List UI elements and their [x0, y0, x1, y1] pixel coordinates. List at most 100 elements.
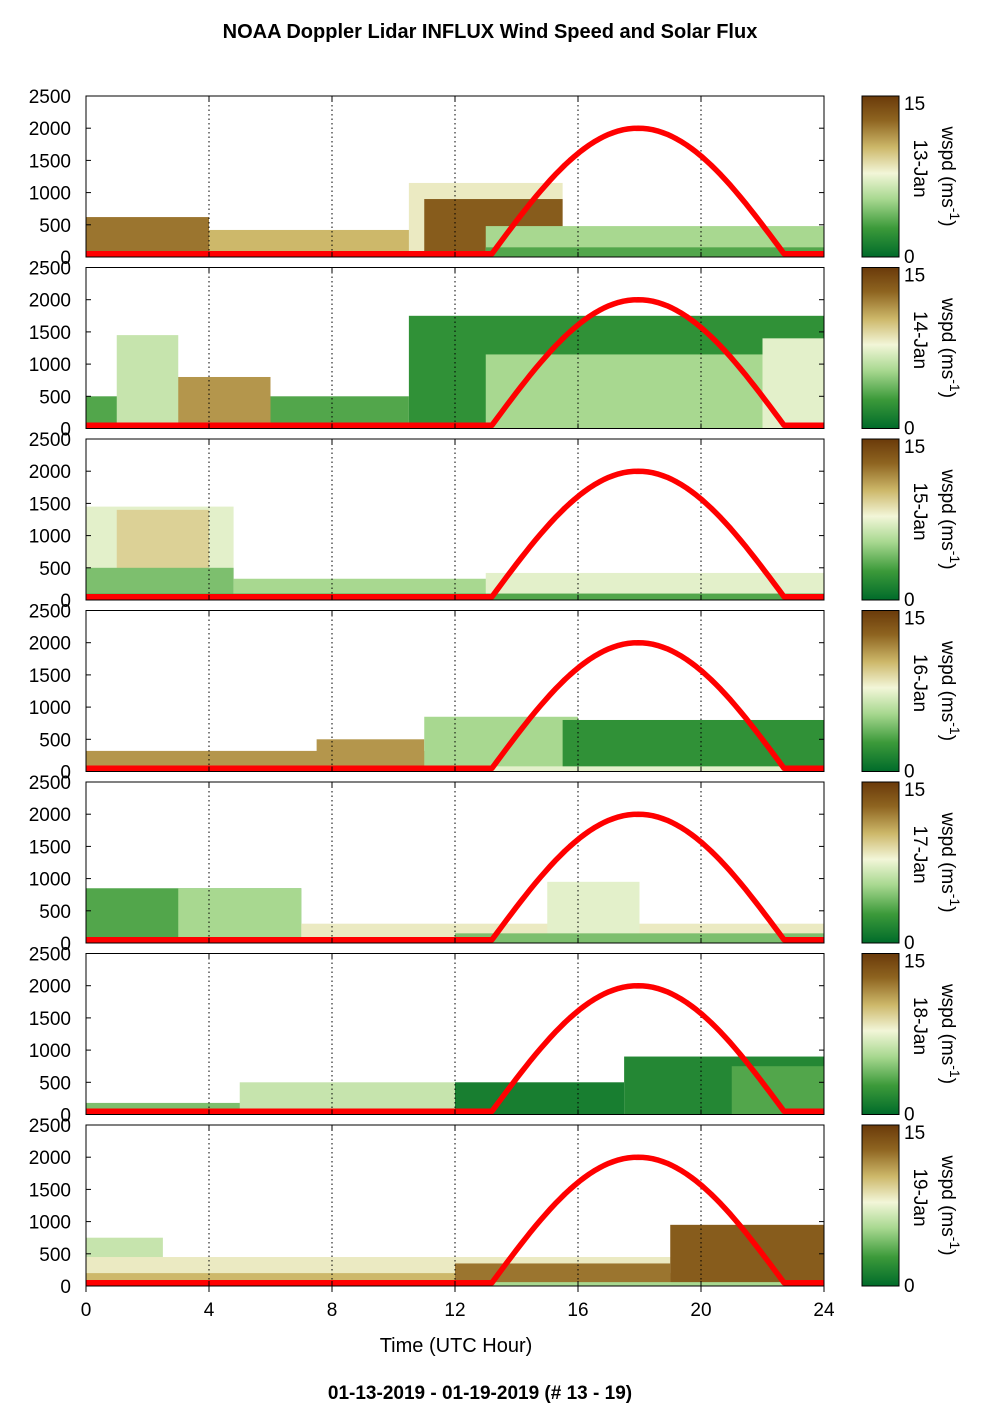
- y-tick-label: 1000: [29, 870, 71, 891]
- colorbar: [861, 267, 900, 429]
- panel-date-label: 18-Jan: [909, 997, 930, 1055]
- x-tick-label: 20: [690, 1300, 711, 1321]
- y-tick-label: 2000: [29, 119, 71, 140]
- colorbar: [861, 438, 900, 601]
- colorbar-unit-label: wspd (ms-1): [937, 640, 963, 741]
- y-tick-label: 1500: [29, 151, 71, 172]
- wind-layer: [455, 933, 824, 943]
- y-tick-label: 1500: [29, 1180, 71, 1201]
- colorbar: [861, 1124, 900, 1287]
- colorbar-min-label: 0: [904, 933, 915, 954]
- y-tick-label: 0: [60, 763, 71, 784]
- wind-layer: [485, 354, 763, 429]
- y-tick-label: 2000: [29, 977, 71, 998]
- solar-flux-curve: [86, 982, 825, 1115]
- y-tick-label: 2500: [29, 259, 71, 280]
- y-tick-label: 0: [60, 591, 71, 612]
- panel-date-label: 14-Jan: [909, 311, 930, 369]
- colorbar-max-label: 15: [904, 266, 925, 287]
- y-tick-label: 0: [60, 248, 71, 269]
- date-range-footer: 01-13-2019 - 01-19-2019 (# 13 - 19): [328, 1383, 632, 1404]
- y-tick-label: 1000: [29, 355, 71, 376]
- colorbar-min-label: 0: [904, 762, 915, 783]
- colorbar-min-label: 0: [904, 247, 915, 268]
- panel-date-label: 19-Jan: [909, 1168, 930, 1226]
- panel-date-label: 13-Jan: [909, 139, 930, 197]
- y-tick-label: 500: [39, 559, 71, 580]
- y-tick-label: 2500: [29, 602, 71, 623]
- y-tick-label: 2500: [29, 430, 71, 451]
- colorbar-unit-label: wspd (ms-1): [937, 468, 963, 569]
- colorbar-unit-label: wspd (ms-1): [937, 297, 963, 398]
- x-tick-label: 8: [327, 1300, 338, 1321]
- colorbar-max-label: 15: [904, 94, 925, 115]
- panel-18-Jan: 0 500 1000 1500 2000 2500 15 0 wspd (ms-1) 18-Jan: [29, 945, 963, 1127]
- colorbar-max-label: 15: [904, 1123, 925, 1144]
- x-axis: 0 4 8 12 16 20 24: [81, 1286, 835, 1321]
- y-tick-label: 1500: [29, 323, 71, 344]
- solar-flux-curve: [86, 811, 825, 943]
- y-tick-label: 2000: [29, 291, 71, 312]
- y-tick-label: 1000: [29, 527, 71, 548]
- wind-layer: [562, 719, 824, 772]
- y-tick-label: 500: [39, 902, 71, 923]
- solar-flux-curve: [86, 125, 825, 257]
- y-tick-label: 2000: [29, 805, 71, 826]
- colorbar-max-label: 15: [904, 780, 925, 801]
- y-tick-label: 1500: [29, 837, 71, 858]
- colorbar-min-label: 0: [904, 590, 915, 611]
- y-tick-label: 500: [39, 1073, 71, 1094]
- solar-flux-curve: [86, 296, 825, 429]
- colorbar-min-label: 0: [904, 1105, 915, 1126]
- colorbar-unit-label: wspd (ms-1): [937, 811, 963, 912]
- y-tick-label: 1000: [29, 698, 71, 719]
- y-tick-label: 500: [39, 216, 71, 237]
- wind-layer: [116, 335, 179, 429]
- y-tick-label: 2500: [29, 1116, 71, 1137]
- y-tick-label: 500: [39, 730, 71, 751]
- x-tick-label: 12: [444, 1300, 465, 1321]
- colorbar-unit-label: wspd (ms-1): [937, 1154, 963, 1255]
- wind-layer: [86, 217, 209, 257]
- panel-date-label: 17-Jan: [909, 825, 930, 883]
- colorbar: [861, 610, 900, 772]
- y-tick-label: 1000: [29, 184, 71, 205]
- colorbar-min-label: 0: [904, 1276, 915, 1297]
- solar-flux-curve: [86, 639, 825, 772]
- x-tick-label: 0: [81, 1300, 92, 1321]
- x-tick-label: 24: [813, 1300, 835, 1321]
- x-tick-label: 4: [204, 1300, 215, 1321]
- y-tick-label: 2000: [29, 462, 71, 483]
- colorbar: [861, 781, 900, 944]
- y-tick-label: 0: [60, 420, 71, 441]
- wind-layer: [762, 338, 824, 429]
- y-tick-label: 2500: [29, 87, 71, 108]
- colorbar: [861, 953, 900, 1115]
- wind-layer: [455, 1263, 671, 1286]
- wind-layer: [485, 247, 824, 257]
- y-tick-label: 2500: [29, 945, 71, 966]
- panel-16-Jan: 0 500 1000 1500 2000 2500 15 0 wspd (ms-1) 16-Jan: [29, 602, 963, 784]
- y-tick-label: 1500: [29, 1009, 71, 1030]
- y-tick-label: 0: [60, 1106, 71, 1127]
- colorbar-min-label: 0: [904, 419, 915, 440]
- colorbar-unit-label: wspd (ms-1): [937, 983, 963, 1084]
- colorbar-max-label: 15: [904, 609, 925, 630]
- panel-15-Jan: 0 500 1000 1500 2000 2500 15 0 wspd (ms-1) 15-Jan: [29, 430, 963, 612]
- y-tick-label: 1500: [29, 494, 71, 515]
- y-tick-label: 500: [39, 1245, 71, 1266]
- y-tick-label: 2500: [29, 773, 71, 794]
- wind-layer: [178, 888, 302, 943]
- panel-date-label: 15-Jan: [909, 482, 930, 540]
- solar-flux-curve: [86, 1154, 825, 1286]
- y-tick-label: 500: [39, 387, 71, 408]
- y-tick-label: 0: [60, 934, 71, 955]
- x-tick-label: 16: [567, 1300, 588, 1321]
- y-tick-label: 0: [60, 1277, 71, 1298]
- panel-17-Jan: 0 500 1000 1500 2000 2500 15 0 wspd (ms-1) 17-Jan: [29, 773, 963, 955]
- panel-13-Jan: 0 500 1000 1500 2000 2500 15 0 wspd (ms-1) 13-Jan: [29, 87, 963, 269]
- x-axis-label: Time (UTC Hour): [380, 1335, 533, 1357]
- y-tick-label: 1000: [29, 1041, 71, 1062]
